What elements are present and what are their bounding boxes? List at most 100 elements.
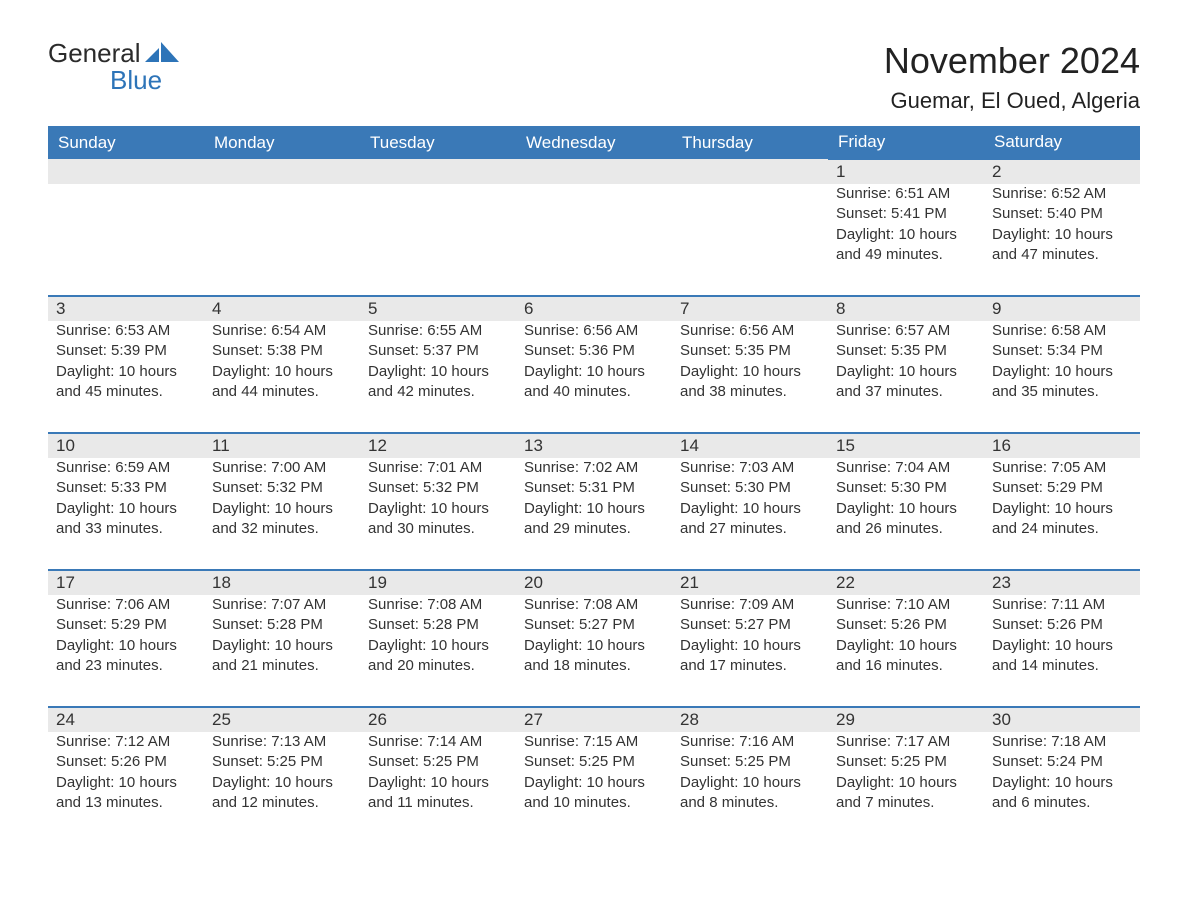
empty-cell xyxy=(204,184,360,296)
sunset-line: Sunset: 5:26 PM xyxy=(836,615,976,635)
day-cell: Sunrise: 7:18 AMSunset: 5:24 PMDaylight:… xyxy=(984,732,1140,843)
day-cell: Sunrise: 6:56 AMSunset: 5:35 PMDaylight:… xyxy=(672,321,828,433)
month-title: November 2024 xyxy=(884,40,1140,82)
day-number: 15 xyxy=(828,433,984,458)
day-cell: Sunrise: 7:02 AMSunset: 5:31 PMDaylight:… xyxy=(516,458,672,570)
day-number: 26 xyxy=(360,707,516,732)
daylight-line: Daylight: 10 hours and 24 minutes. xyxy=(992,499,1132,540)
day-number: 17 xyxy=(48,570,204,595)
sunset-line: Sunset: 5:29 PM xyxy=(56,615,196,635)
day-number: 12 xyxy=(360,433,516,458)
sunrise-line: Sunrise: 7:04 AM xyxy=(836,458,976,478)
day-cell: Sunrise: 7:03 AMSunset: 5:30 PMDaylight:… xyxy=(672,458,828,570)
empty-cell xyxy=(48,159,204,184)
daylight-line: Daylight: 10 hours and 32 minutes. xyxy=(212,499,352,540)
calendar-row: Sunrise: 6:51 AMSunset: 5:41 PMDaylight:… xyxy=(48,184,1140,296)
day-cell: Sunrise: 7:16 AMSunset: 5:25 PMDaylight:… xyxy=(672,732,828,843)
sunset-line: Sunset: 5:25 PM xyxy=(368,752,508,772)
day-cell: Sunrise: 7:12 AMSunset: 5:26 PMDaylight:… xyxy=(48,732,204,843)
calendar-row: Sunrise: 6:59 AMSunset: 5:33 PMDaylight:… xyxy=(48,458,1140,570)
daylight-line: Daylight: 10 hours and 49 minutes. xyxy=(836,225,976,266)
day-number: 22 xyxy=(828,570,984,595)
day-cell: Sunrise: 7:14 AMSunset: 5:25 PMDaylight:… xyxy=(360,732,516,843)
sunset-line: Sunset: 5:32 PM xyxy=(212,478,352,498)
daylight-line: Daylight: 10 hours and 13 minutes. xyxy=(56,773,196,814)
sunrise-line: Sunrise: 7:02 AM xyxy=(524,458,664,478)
day-cell: Sunrise: 7:01 AMSunset: 5:32 PMDaylight:… xyxy=(360,458,516,570)
weekday-header: Wednesday xyxy=(516,126,672,159)
day-cell: Sunrise: 7:17 AMSunset: 5:25 PMDaylight:… xyxy=(828,732,984,843)
sunrise-line: Sunrise: 7:13 AM xyxy=(212,732,352,752)
sunset-line: Sunset: 5:38 PM xyxy=(212,341,352,361)
sunset-line: Sunset: 5:28 PM xyxy=(212,615,352,635)
sunrise-line: Sunrise: 7:12 AM xyxy=(56,732,196,752)
sunrise-line: Sunrise: 7:15 AM xyxy=(524,732,664,752)
daylight-line: Daylight: 10 hours and 7 minutes. xyxy=(836,773,976,814)
sunrise-line: Sunrise: 7:17 AM xyxy=(836,732,976,752)
daylight-line: Daylight: 10 hours and 16 minutes. xyxy=(836,636,976,677)
header: General Blue November 2024 Guemar, El Ou… xyxy=(48,40,1140,114)
title-block: November 2024 Guemar, El Oued, Algeria xyxy=(884,40,1140,114)
weekday-header: Thursday xyxy=(672,126,828,159)
daylight-line: Daylight: 10 hours and 20 minutes. xyxy=(368,636,508,677)
daylight-line: Daylight: 10 hours and 14 minutes. xyxy=(992,636,1132,677)
daylight-line: Daylight: 10 hours and 33 minutes. xyxy=(56,499,196,540)
daylight-line: Daylight: 10 hours and 26 minutes. xyxy=(836,499,976,540)
day-cell: Sunrise: 6:53 AMSunset: 5:39 PMDaylight:… xyxy=(48,321,204,433)
day-number: 29 xyxy=(828,707,984,732)
empty-cell xyxy=(516,184,672,296)
sunrise-line: Sunrise: 6:51 AM xyxy=(836,184,976,204)
day-number: 6 xyxy=(516,296,672,321)
day-cell: Sunrise: 6:55 AMSunset: 5:37 PMDaylight:… xyxy=(360,321,516,433)
day-cell: Sunrise: 6:56 AMSunset: 5:36 PMDaylight:… xyxy=(516,321,672,433)
sunset-line: Sunset: 5:32 PM xyxy=(368,478,508,498)
daynum-row: 3456789 xyxy=(48,296,1140,321)
day-cell: Sunrise: 7:08 AMSunset: 5:27 PMDaylight:… xyxy=(516,595,672,707)
daynum-row: 12 xyxy=(48,159,1140,184)
sunset-line: Sunset: 5:25 PM xyxy=(212,752,352,772)
day-number: 7 xyxy=(672,296,828,321)
daylight-line: Daylight: 10 hours and 42 minutes. xyxy=(368,362,508,403)
daynum-row: 17181920212223 xyxy=(48,570,1140,595)
sunset-line: Sunset: 5:37 PM xyxy=(368,341,508,361)
sunset-line: Sunset: 5:30 PM xyxy=(836,478,976,498)
sunset-line: Sunset: 5:36 PM xyxy=(524,341,664,361)
sunset-line: Sunset: 5:25 PM xyxy=(524,752,664,772)
day-number: 1 xyxy=(828,159,984,184)
weekday-header: Friday xyxy=(828,126,984,159)
day-number: 24 xyxy=(48,707,204,732)
sunrise-line: Sunrise: 7:00 AM xyxy=(212,458,352,478)
sunrise-line: Sunrise: 6:52 AM xyxy=(992,184,1132,204)
sunrise-line: Sunrise: 6:55 AM xyxy=(368,321,508,341)
sunset-line: Sunset: 5:35 PM xyxy=(680,341,820,361)
day-number: 20 xyxy=(516,570,672,595)
weekday-header: Saturday xyxy=(984,126,1140,159)
empty-cell xyxy=(672,184,828,296)
sunrise-line: Sunrise: 6:53 AM xyxy=(56,321,196,341)
day-number: 8 xyxy=(828,296,984,321)
sunrise-line: Sunrise: 6:57 AM xyxy=(836,321,976,341)
day-cell: Sunrise: 6:57 AMSunset: 5:35 PMDaylight:… xyxy=(828,321,984,433)
sunset-line: Sunset: 5:34 PM xyxy=(992,341,1132,361)
sunset-line: Sunset: 5:41 PM xyxy=(836,204,976,224)
daylight-line: Daylight: 10 hours and 35 minutes. xyxy=(992,362,1132,403)
sunrise-line: Sunrise: 7:05 AM xyxy=(992,458,1132,478)
weekday-header-row: SundayMondayTuesdayWednesdayThursdayFrid… xyxy=(48,126,1140,159)
day-number: 10 xyxy=(48,433,204,458)
daynum-row: 24252627282930 xyxy=(48,707,1140,732)
sunset-line: Sunset: 5:28 PM xyxy=(368,615,508,635)
day-cell: Sunrise: 7:04 AMSunset: 5:30 PMDaylight:… xyxy=(828,458,984,570)
calendar-row: Sunrise: 6:53 AMSunset: 5:39 PMDaylight:… xyxy=(48,321,1140,433)
sunset-line: Sunset: 5:26 PM xyxy=(56,752,196,772)
daylight-line: Daylight: 10 hours and 30 minutes. xyxy=(368,499,508,540)
weekday-header: Tuesday xyxy=(360,126,516,159)
day-cell: Sunrise: 6:52 AMSunset: 5:40 PMDaylight:… xyxy=(984,184,1140,296)
sunset-line: Sunset: 5:31 PM xyxy=(524,478,664,498)
weekday-header: Sunday xyxy=(48,126,204,159)
day-cell: Sunrise: 7:15 AMSunset: 5:25 PMDaylight:… xyxy=(516,732,672,843)
sunrise-line: Sunrise: 7:16 AM xyxy=(680,732,820,752)
daylight-line: Daylight: 10 hours and 10 minutes. xyxy=(524,773,664,814)
logo-text-blue: Blue xyxy=(48,67,179,94)
day-number: 11 xyxy=(204,433,360,458)
sunrise-line: Sunrise: 7:06 AM xyxy=(56,595,196,615)
